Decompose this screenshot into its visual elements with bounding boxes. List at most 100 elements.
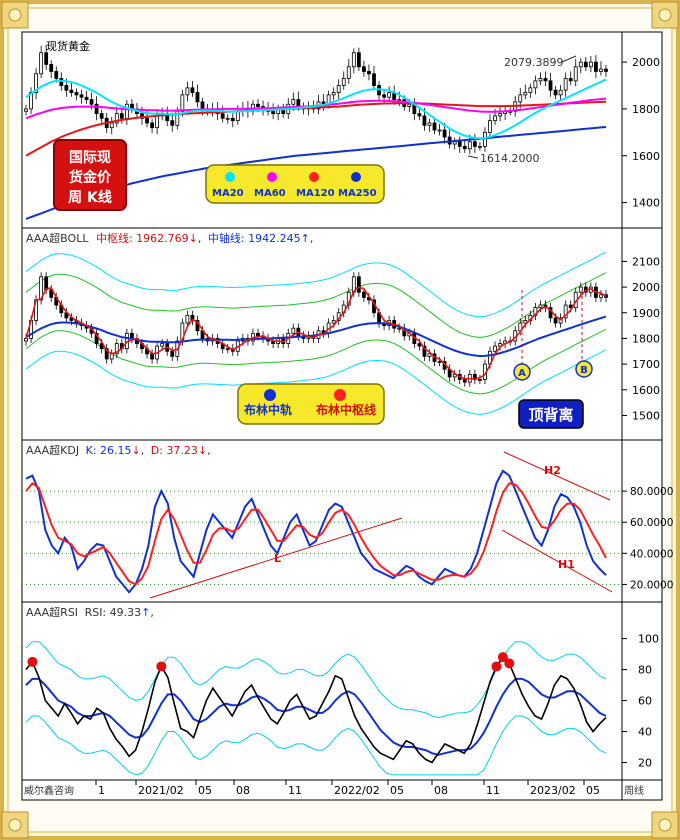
price-candle [24,108,28,112]
price-candle [488,120,492,133]
boll-candle [49,289,54,298]
price-candle [54,71,59,79]
price-panel: 2000 1800 1600 1400 [24,44,660,220]
price-candle [49,64,54,72]
price-candle [200,101,205,110]
price-candle [99,113,104,119]
kdj-sep-2: , [207,444,211,457]
price-candle [94,103,99,115]
price-candle [271,110,276,115]
boll-legend-label: 布林中枢线 [316,402,376,417]
kdj-d-value: D: 37.23 [151,444,198,457]
boll-candle [422,345,427,357]
boll-title: AAA超BOLL [26,231,89,245]
high-price-label: 2079.3899 [504,56,564,69]
boll-candle [44,276,49,291]
price-candle [291,99,296,105]
boll-candle [427,353,432,357]
price-ytick-label: 1600 [632,150,660,163]
boll-ytick-label: 1600 [632,384,660,397]
price-candle [109,122,114,129]
boll-candle [170,350,175,357]
kdj-ytick-label: 60.0000 [630,517,673,529]
corner-ornament-tl [1,1,29,29]
price-candle [296,99,301,107]
kdj-d-arrow: ↓ [198,444,207,457]
boll-ytick-label: 2100 [632,255,660,268]
corner-ornament-bl [1,811,29,839]
rsi-up-arrow: ↑ [141,606,150,619]
corner-ornament-br [651,811,679,839]
boll-candle [563,304,568,319]
price-candle [235,110,240,122]
boll-candle [472,373,477,380]
boll-candle [356,276,361,293]
boll-candle [578,286,583,293]
title-box: 国际现 货金价 周 K线 [53,139,127,211]
boll-candle [99,343,104,350]
boll-candle [256,332,260,337]
trendline-l-label: L [274,552,281,565]
price-candle [69,89,74,93]
boll-candle [94,332,99,344]
price-candle [518,94,523,103]
price-ytick-label: 2000 [632,56,660,69]
trendline-h1-label: H1 [558,558,575,571]
x-axis: 1 2021/02 05 08 11 2022/02 05 08 11 2023/02 05 [95,780,600,797]
price-candle [442,129,447,138]
price-ytick-label: 1800 [632,103,660,116]
price-candle [553,89,558,96]
price-panel-title: 现货黄金 [46,39,90,53]
price-candle [493,115,497,122]
boll-up-arrow: ↑ [301,232,310,245]
price-candle [34,73,38,93]
price-candle [467,141,472,150]
rsi-value: RSI: 49.33 [85,606,142,619]
rsi-overbought-marker [27,656,38,667]
x-tick-label: 2022/02 [334,784,380,797]
kdj-k-line [25,469,607,594]
boll-mid-main: 中枢线: 1962.769 [96,231,189,245]
rsi-ma-line [25,677,607,756]
marker-b: B [575,360,593,378]
price-candle [356,52,361,68]
boll-panel: 2100 2000 1900 1800 1700 1600 1500 [24,251,660,422]
rsi-overbought-marker [504,658,515,669]
price-candle [220,113,225,119]
price-candle [150,122,154,129]
price-candle [119,113,124,119]
price-candle [483,131,487,147]
boll-sep-2: , [310,232,314,245]
boll-sep-1: , [198,232,202,245]
trendline-h2-label: H2 [544,464,561,477]
kdj-k-value: K: 26.15 [86,444,132,457]
title-line-1: 国际现 [69,150,111,166]
price-candle [140,113,144,119]
price-candle [382,94,386,98]
rsi-header: AAA超RSI RSI: 49.33↑, [26,605,154,619]
price-candle [528,87,533,93]
marker-a: A [513,363,531,381]
price-candle [573,66,578,82]
trendline-h2 [503,451,611,501]
price-candle [84,96,89,100]
boll-legend-label: 布林中轨 [244,402,292,417]
price-candle [185,87,190,96]
rsi-ytick-label: 60 [638,695,652,708]
x-tick-label: 05 [586,784,600,797]
kdj-ytick-label: 40.0000 [630,548,673,560]
boll-inner-upper [25,272,607,338]
boll-legend-dot [334,389,346,401]
price-candle [523,92,528,96]
price-candle [170,120,175,126]
price-candle [407,103,412,107]
marker-a-label: A [518,368,526,379]
rsi-panel: 100 80 60 40 20 [25,633,659,776]
price-candle [417,113,422,117]
ma-legend-dot [309,172,319,182]
x-tick-label: 05 [390,784,404,797]
price-candle [145,117,149,124]
ma120-line [25,100,607,157]
price-candle [39,52,44,75]
low-price-pointer [467,155,479,159]
